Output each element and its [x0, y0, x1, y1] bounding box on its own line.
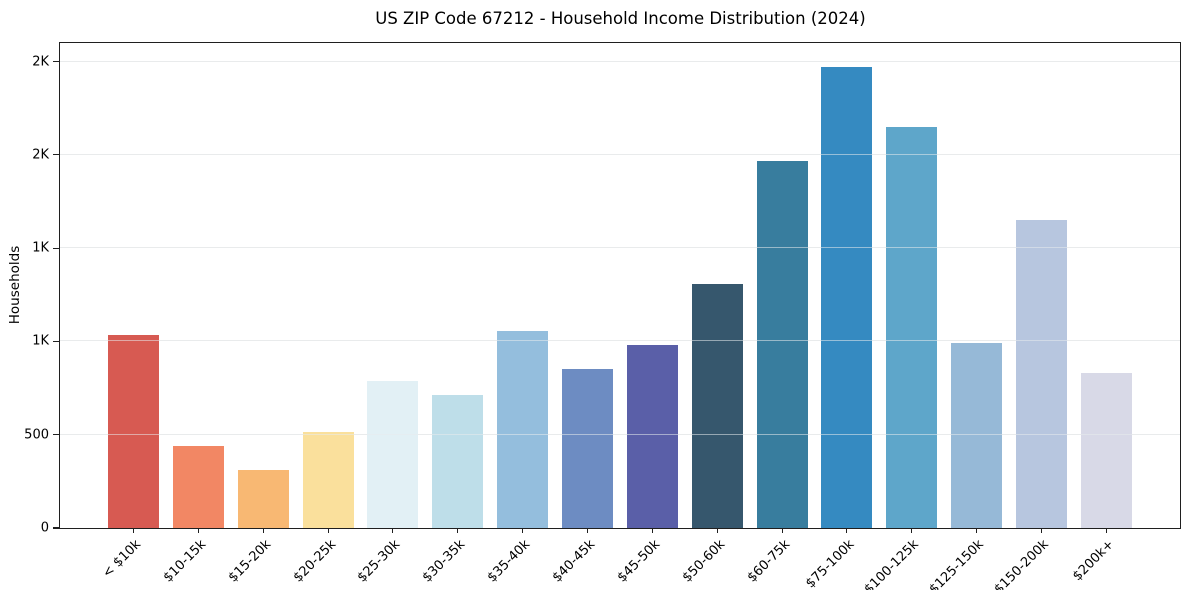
bar	[626, 345, 678, 528]
y-tick-label: 2K	[32, 54, 49, 70]
bar	[172, 445, 224, 528]
y-tick-mark	[53, 340, 59, 342]
x-tick-mark	[521, 528, 524, 533]
x-tick-label: $200k+	[1070, 537, 1118, 585]
x-tick-label: $35-40k	[484, 537, 534, 586]
bar	[562, 368, 614, 528]
bar	[302, 431, 354, 528]
x-tick-mark	[1105, 528, 1108, 533]
x-tick-label: $15-20k	[225, 537, 275, 586]
bar	[367, 380, 419, 528]
x-tick-label: $20-25k	[290, 537, 340, 586]
bar	[497, 331, 549, 528]
bar	[108, 334, 159, 528]
x-tick-label: $10-15k	[160, 537, 210, 586]
bar	[886, 126, 938, 528]
x-tick-label: $40-45k	[549, 537, 599, 586]
bar	[1016, 220, 1068, 528]
x-tick-mark	[845, 528, 848, 533]
x-tick-label: $100-125k	[861, 537, 923, 590]
bar-series	[60, 43, 1180, 528]
y-tick-label: 1K	[32, 240, 49, 256]
x-tick-label: < $10k	[100, 537, 145, 582]
bar	[1080, 373, 1132, 528]
x-tick-mark	[262, 528, 265, 533]
x-tick-mark	[781, 528, 784, 533]
bar	[951, 343, 1003, 528]
y-tick-label: 1K	[32, 333, 49, 349]
x-tick-label: $75-100k	[802, 537, 858, 590]
x-tick-mark	[586, 528, 589, 533]
x-tick-mark	[1040, 528, 1043, 533]
x-tick-mark	[132, 528, 135, 533]
y-tick-mark	[53, 247, 59, 249]
bar	[821, 67, 873, 528]
y-tick-mark	[53, 60, 59, 63]
x-tick-mark	[910, 528, 913, 533]
plot-area: 0 500 1K 1K 2K 2K < $10k $10-15k $15-20k $20-25k…	[24, 42, 1181, 590]
bar	[432, 394, 484, 528]
x-tick-mark	[391, 528, 394, 533]
x-tick-mark	[327, 528, 330, 533]
x-tick-mark	[651, 528, 654, 533]
y-axis-label: Households	[7, 245, 23, 325]
y-tick-mark	[53, 434, 59, 436]
x-tick-label: $60-75k	[744, 537, 794, 586]
bar	[756, 160, 808, 528]
x-tick-label: $125-150k	[926, 537, 988, 590]
x-tick-label: $150-200k	[991, 537, 1053, 590]
y-tick-label: 500	[24, 427, 49, 443]
x-tick-label: $50-60k	[679, 537, 729, 586]
x-tick-mark	[456, 528, 459, 533]
bar	[237, 470, 289, 528]
x-tick-label: $30-35k	[419, 537, 469, 586]
x-tick-mark	[975, 528, 978, 533]
x-tick-mark	[197, 528, 200, 533]
y-tick-mark	[53, 154, 59, 156]
x-tick-label: $25-30k	[354, 537, 404, 586]
chart-title: US ZIP Code 67212 - Household Income Dis…	[375, 9, 866, 28]
x-tick-label: $45-50k	[614, 537, 664, 586]
y-tick-label: 2K	[32, 147, 49, 163]
bar	[691, 283, 743, 528]
y-tick-label: 0	[40, 520, 49, 536]
x-tick-mark	[716, 528, 719, 533]
y-tick-mark	[53, 527, 59, 529]
